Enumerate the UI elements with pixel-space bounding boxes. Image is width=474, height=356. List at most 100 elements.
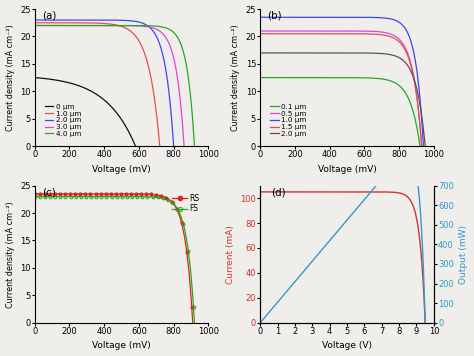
0 μm xyxy=(81,85,86,90)
1.0 μm xyxy=(100,21,105,26)
2.0 μm xyxy=(32,18,37,22)
1.5 μm xyxy=(257,32,263,36)
Line: 3.0 μm: 3.0 μm xyxy=(35,26,184,146)
Y-axis label: Current (mA): Current (mA) xyxy=(226,225,235,284)
Text: (b): (b) xyxy=(267,10,282,20)
2.0 μm xyxy=(419,110,424,114)
X-axis label: Voltage (mV): Voltage (mV) xyxy=(318,165,376,174)
1.0 μm xyxy=(336,15,342,20)
4.0 μm xyxy=(163,26,169,30)
X-axis label: Voltage (mV): Voltage (mV) xyxy=(92,341,151,350)
0.1 μm xyxy=(344,75,349,80)
0 μm xyxy=(32,75,37,80)
0.5 μm xyxy=(257,29,263,33)
3.0 μm xyxy=(181,144,187,148)
0.5 μm xyxy=(345,29,350,33)
1.0 μm xyxy=(91,21,97,25)
0.1 μm xyxy=(333,75,339,80)
0.5 μm xyxy=(419,144,425,148)
0.1 μm xyxy=(334,75,340,80)
3.0 μm xyxy=(178,100,183,104)
0 μm xyxy=(130,138,136,143)
Text: (a): (a) xyxy=(42,10,56,20)
1.5 μm xyxy=(419,144,425,148)
0.5 μm xyxy=(415,102,420,106)
0.1 μm xyxy=(257,75,263,80)
Y-axis label: Current density (mA cm⁻²): Current density (mA cm⁻²) xyxy=(6,24,15,131)
Text: (c): (c) xyxy=(42,187,55,197)
2.0 μm xyxy=(146,24,151,28)
2.0 μm xyxy=(337,51,342,55)
2.0 μm xyxy=(167,103,173,107)
1.5 μm xyxy=(354,32,359,36)
Line: 2.0 μm: 2.0 μm xyxy=(260,53,425,146)
4.0 μm xyxy=(188,95,193,99)
0 μm xyxy=(92,91,98,95)
Legend: 0 μm, 1.0 μm, 2.0 μm, 3.0 μm, 4.0 μm: 0 μm, 1.0 μm, 2.0 μm, 3.0 μm, 4.0 μm xyxy=(42,101,84,140)
2.0 μm xyxy=(346,51,352,55)
3.0 μm xyxy=(103,23,109,28)
0 μm xyxy=(80,85,85,89)
Line: 1.5 μm: 1.5 μm xyxy=(260,34,422,146)
1.0 μm xyxy=(420,144,426,148)
1.5 μm xyxy=(345,32,350,36)
Line: 0 μm: 0 μm xyxy=(35,78,136,146)
0 μm xyxy=(86,88,92,92)
0.5 μm xyxy=(390,33,395,37)
0.1 μm xyxy=(417,144,423,148)
4.0 μm xyxy=(191,144,197,148)
0.1 μm xyxy=(413,121,419,126)
1.0 μm xyxy=(335,15,341,20)
1.0 μm xyxy=(92,21,98,25)
2.0 μm xyxy=(392,54,398,58)
Text: (d): (d) xyxy=(271,187,285,197)
0.5 μm xyxy=(334,29,340,33)
1.0 μm xyxy=(417,91,422,95)
0 μm xyxy=(133,144,138,148)
4.0 μm xyxy=(127,23,133,28)
0.5 μm xyxy=(335,29,341,33)
Line: 1.0 μm: 1.0 μm xyxy=(260,17,423,146)
Line: 2.0 μm: 2.0 μm xyxy=(35,20,173,146)
2.0 μm xyxy=(171,144,176,148)
0.5 μm xyxy=(354,29,359,33)
2.0 μm xyxy=(98,18,104,22)
2.0 μm xyxy=(336,51,341,55)
1.0 μm xyxy=(355,15,360,20)
1.5 μm xyxy=(334,32,340,36)
1.5 μm xyxy=(335,32,341,36)
Y-axis label: Current density (mA cm⁻²): Current density (mA cm⁻²) xyxy=(6,201,15,308)
1.0 μm xyxy=(154,114,160,119)
0.1 μm xyxy=(388,79,394,83)
Line: 1.0 μm: 1.0 μm xyxy=(35,23,160,146)
3.0 μm xyxy=(32,23,37,28)
1.0 μm xyxy=(106,22,112,26)
Line: 4.0 μm: 4.0 μm xyxy=(35,26,194,146)
0.1 μm xyxy=(353,75,358,80)
1.0 μm xyxy=(32,21,37,25)
3.0 μm xyxy=(113,23,118,28)
1.0 μm xyxy=(346,15,351,20)
Line: 0.5 μm: 0.5 μm xyxy=(260,31,422,146)
4.0 μm xyxy=(32,23,37,28)
1.0 μm xyxy=(157,144,163,148)
Line: 0.1 μm: 0.1 μm xyxy=(260,78,420,146)
X-axis label: Voltage (mV): Voltage (mV) xyxy=(92,165,151,174)
1.5 μm xyxy=(415,103,420,107)
2.0 μm xyxy=(115,18,120,22)
2.0 μm xyxy=(99,18,104,22)
3.0 μm xyxy=(154,27,160,32)
3.0 μm xyxy=(104,23,109,28)
1.0 μm xyxy=(257,15,263,20)
2.0 μm xyxy=(356,51,361,55)
Legend: 0.1 μm, 0.5 μm, 1.0 μm, 1.5 μm, 2.0 μm: 0.1 μm, 0.5 μm, 1.0 μm, 1.5 μm, 2.0 μm xyxy=(267,101,310,140)
Y-axis label: Current density (mA cm⁻²): Current density (mA cm⁻²) xyxy=(231,24,240,131)
2.0 μm xyxy=(422,144,428,148)
1.0 μm xyxy=(134,36,140,40)
0 μm xyxy=(114,111,120,116)
3.0 μm xyxy=(121,23,127,28)
2.0 μm xyxy=(107,18,113,22)
4.0 μm xyxy=(109,23,114,28)
1.5 μm xyxy=(390,35,395,40)
X-axis label: Voltage (V): Voltage (V) xyxy=(322,341,372,350)
